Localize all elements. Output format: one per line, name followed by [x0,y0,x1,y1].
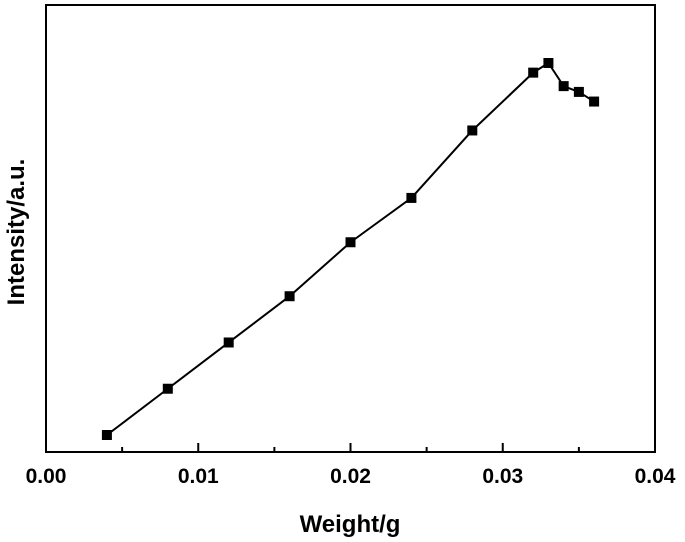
data-point-marker [406,192,417,203]
series-line-segment [167,341,230,390]
plot-frame [45,4,656,453]
x-tick-label: 0.02 [330,465,371,488]
series-line-segment [228,295,291,344]
series-line-segment [471,71,534,132]
data-point-marker [528,67,539,78]
series-lines [106,62,595,436]
data-point-marker [543,58,554,68]
x-axis-ticks [45,443,656,452]
data-point-marker [101,430,112,440]
x-axis-title: Weight/g [300,511,401,538]
x-tick-label: 0.04 [635,465,676,488]
series-markers [101,58,600,440]
data-point-marker [558,81,569,92]
data-point-marker [223,337,234,348]
data-point-marker [345,237,356,248]
x-tick-label: 0.03 [482,465,523,488]
series-line-segment [106,387,169,436]
data-point-marker [284,291,295,302]
data-point-marker [573,86,584,97]
y-axis-title: Intensity/a.u. [3,159,30,306]
series-line-segment [349,197,412,244]
series-line-segment [288,241,352,297]
data-point-marker [467,125,478,136]
x-axis-tick-labels: 0.00 0.01 0.02 0.03 0.04 [26,465,676,488]
x-tick-label: 0.00 [26,465,67,488]
data-point-marker [162,383,173,394]
data-point-marker [589,96,600,107]
x-tick-label: 0.01 [178,465,219,488]
series-line-segment [410,129,474,199]
